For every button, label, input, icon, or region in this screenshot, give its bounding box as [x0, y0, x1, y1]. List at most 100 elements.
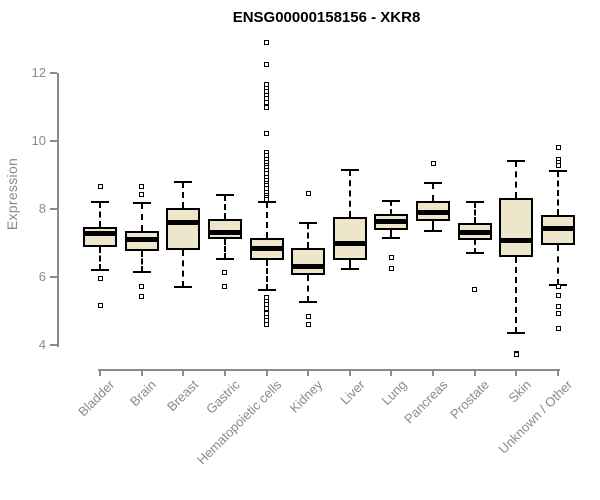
- x-axis-tick: [390, 370, 393, 376]
- upper-whisker: [182, 182, 185, 208]
- y-axis-line: [57, 73, 59, 347]
- median-line: [416, 209, 451, 215]
- outlier-point: [555, 144, 561, 150]
- x-axis-tick: [307, 370, 310, 376]
- upper-whisker-cap: [91, 200, 109, 203]
- median-line: [249, 245, 284, 251]
- median-line: [374, 219, 409, 225]
- upper-whisker: [432, 183, 435, 201]
- y-axis-tick: [50, 140, 57, 142]
- lower-whisker-cap: [465, 251, 484, 254]
- outlier-point: [222, 284, 228, 290]
- lower-whisker: [140, 251, 143, 272]
- upper-whisker: [140, 202, 143, 232]
- x-axis-tick-label: Bladder: [75, 377, 118, 420]
- median-line: [207, 229, 242, 235]
- outlier-point: [264, 39, 270, 45]
- outlier-point: [97, 184, 103, 190]
- x-axis-tick-label: Unknown / Other: [496, 377, 576, 457]
- lower-whisker-cap: [382, 236, 401, 239]
- outlier-point: [264, 131, 270, 137]
- x-axis-tick: [473, 370, 476, 376]
- y-axis-tick-label: 10: [31, 133, 46, 148]
- outlier-point: [430, 160, 436, 166]
- median-line: [83, 230, 117, 236]
- outlier-point: [555, 326, 561, 332]
- outlier-point: [388, 255, 394, 261]
- median-line: [166, 220, 201, 226]
- x-axis-tick: [265, 370, 268, 376]
- iqr-box: [499, 198, 534, 257]
- upper-whisker: [265, 201, 268, 238]
- lower-whisker-cap: [91, 268, 109, 271]
- upper-whisker-cap: [382, 199, 401, 202]
- lower-whisker: [557, 245, 559, 286]
- x-axis-tick-label: Pancreas: [401, 377, 451, 427]
- lower-whisker: [265, 260, 268, 290]
- median-line: [124, 237, 159, 243]
- outlier-point: [513, 352, 519, 358]
- outlier-point: [388, 265, 394, 271]
- y-axis-tick: [50, 72, 57, 74]
- upper-whisker: [557, 170, 559, 216]
- chart-title: ENSG00000158156 - XKR8: [232, 9, 421, 26]
- upper-whisker: [307, 222, 310, 249]
- lower-whisker: [348, 260, 351, 269]
- lower-whisker: [307, 274, 310, 303]
- upper-whisker-cap: [465, 200, 484, 203]
- y-axis-tick-label: 12: [31, 65, 46, 80]
- x-axis-tick-label: Kidney: [287, 377, 326, 416]
- upper-whisker-cap: [257, 200, 276, 203]
- upper-whisker: [473, 201, 476, 223]
- lower-whisker: [390, 230, 393, 238]
- outlier-point: [555, 292, 561, 298]
- x-axis-tick-label: Breast: [163, 377, 201, 415]
- y-axis-tick: [50, 208, 57, 210]
- upper-whisker-cap: [299, 221, 318, 224]
- outlier-point: [305, 322, 311, 328]
- lower-whisker: [99, 247, 101, 270]
- outlier-point: [555, 304, 561, 310]
- upper-whisker-cap: [507, 160, 526, 163]
- x-axis-tick: [432, 370, 435, 376]
- outlier-point: [97, 303, 103, 309]
- upper-whisker: [223, 195, 226, 219]
- outlier-point: [264, 322, 270, 328]
- x-axis-tick-label: Gastric: [202, 377, 243, 417]
- outlier-point: [555, 162, 561, 168]
- lower-whisker-cap: [132, 270, 151, 273]
- outlier-point: [264, 62, 270, 68]
- upper-whisker: [348, 169, 351, 218]
- x-axis-line: [98, 369, 560, 371]
- outlier-point: [97, 275, 103, 281]
- outlier-point: [472, 287, 478, 293]
- x-axis-tick-label: Brain: [127, 377, 160, 410]
- lower-whisker-cap: [174, 285, 193, 288]
- x-axis-tick: [99, 370, 101, 376]
- upper-whisker-cap: [424, 182, 443, 185]
- outlier-point: [139, 293, 145, 299]
- lower-whisker: [223, 238, 226, 259]
- lower-whisker: [515, 256, 518, 334]
- lower-whisker-cap: [215, 257, 234, 260]
- upper-whisker: [99, 201, 101, 228]
- lower-whisker: [182, 250, 185, 287]
- x-axis-tick: [515, 370, 518, 376]
- upper-whisker-cap: [215, 194, 234, 197]
- x-axis-tick-label: Lung: [378, 377, 410, 409]
- outlier-point: [222, 270, 228, 276]
- lower-whisker-cap: [299, 301, 318, 304]
- upper-whisker: [515, 161, 518, 199]
- median-line: [457, 229, 492, 235]
- y-axis-tick: [50, 344, 57, 346]
- iqr-box: [291, 248, 326, 275]
- median-line: [499, 238, 534, 244]
- lower-whisker: [432, 220, 435, 232]
- x-axis-tick-label: Liver: [336, 377, 368, 408]
- lower-whisker-cap: [257, 288, 276, 291]
- x-axis-tick: [223, 370, 226, 376]
- outlier-point: [555, 310, 561, 316]
- outlier-point: [139, 184, 145, 190]
- x-axis-tick: [140, 370, 143, 376]
